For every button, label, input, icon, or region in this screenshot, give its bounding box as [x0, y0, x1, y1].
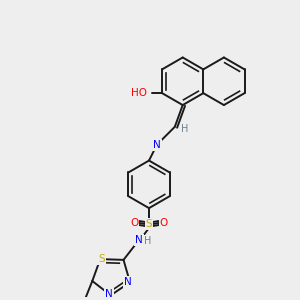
- Text: H: H: [181, 124, 188, 134]
- Text: S: S: [146, 219, 152, 229]
- Text: S: S: [98, 254, 104, 264]
- Text: HO: HO: [131, 88, 147, 98]
- Text: N: N: [135, 235, 143, 245]
- Text: O: O: [160, 218, 168, 228]
- Text: H: H: [144, 236, 152, 246]
- Text: N: N: [105, 289, 112, 299]
- Text: N: N: [124, 277, 132, 287]
- Text: N: N: [153, 140, 161, 150]
- Text: O: O: [130, 218, 138, 228]
